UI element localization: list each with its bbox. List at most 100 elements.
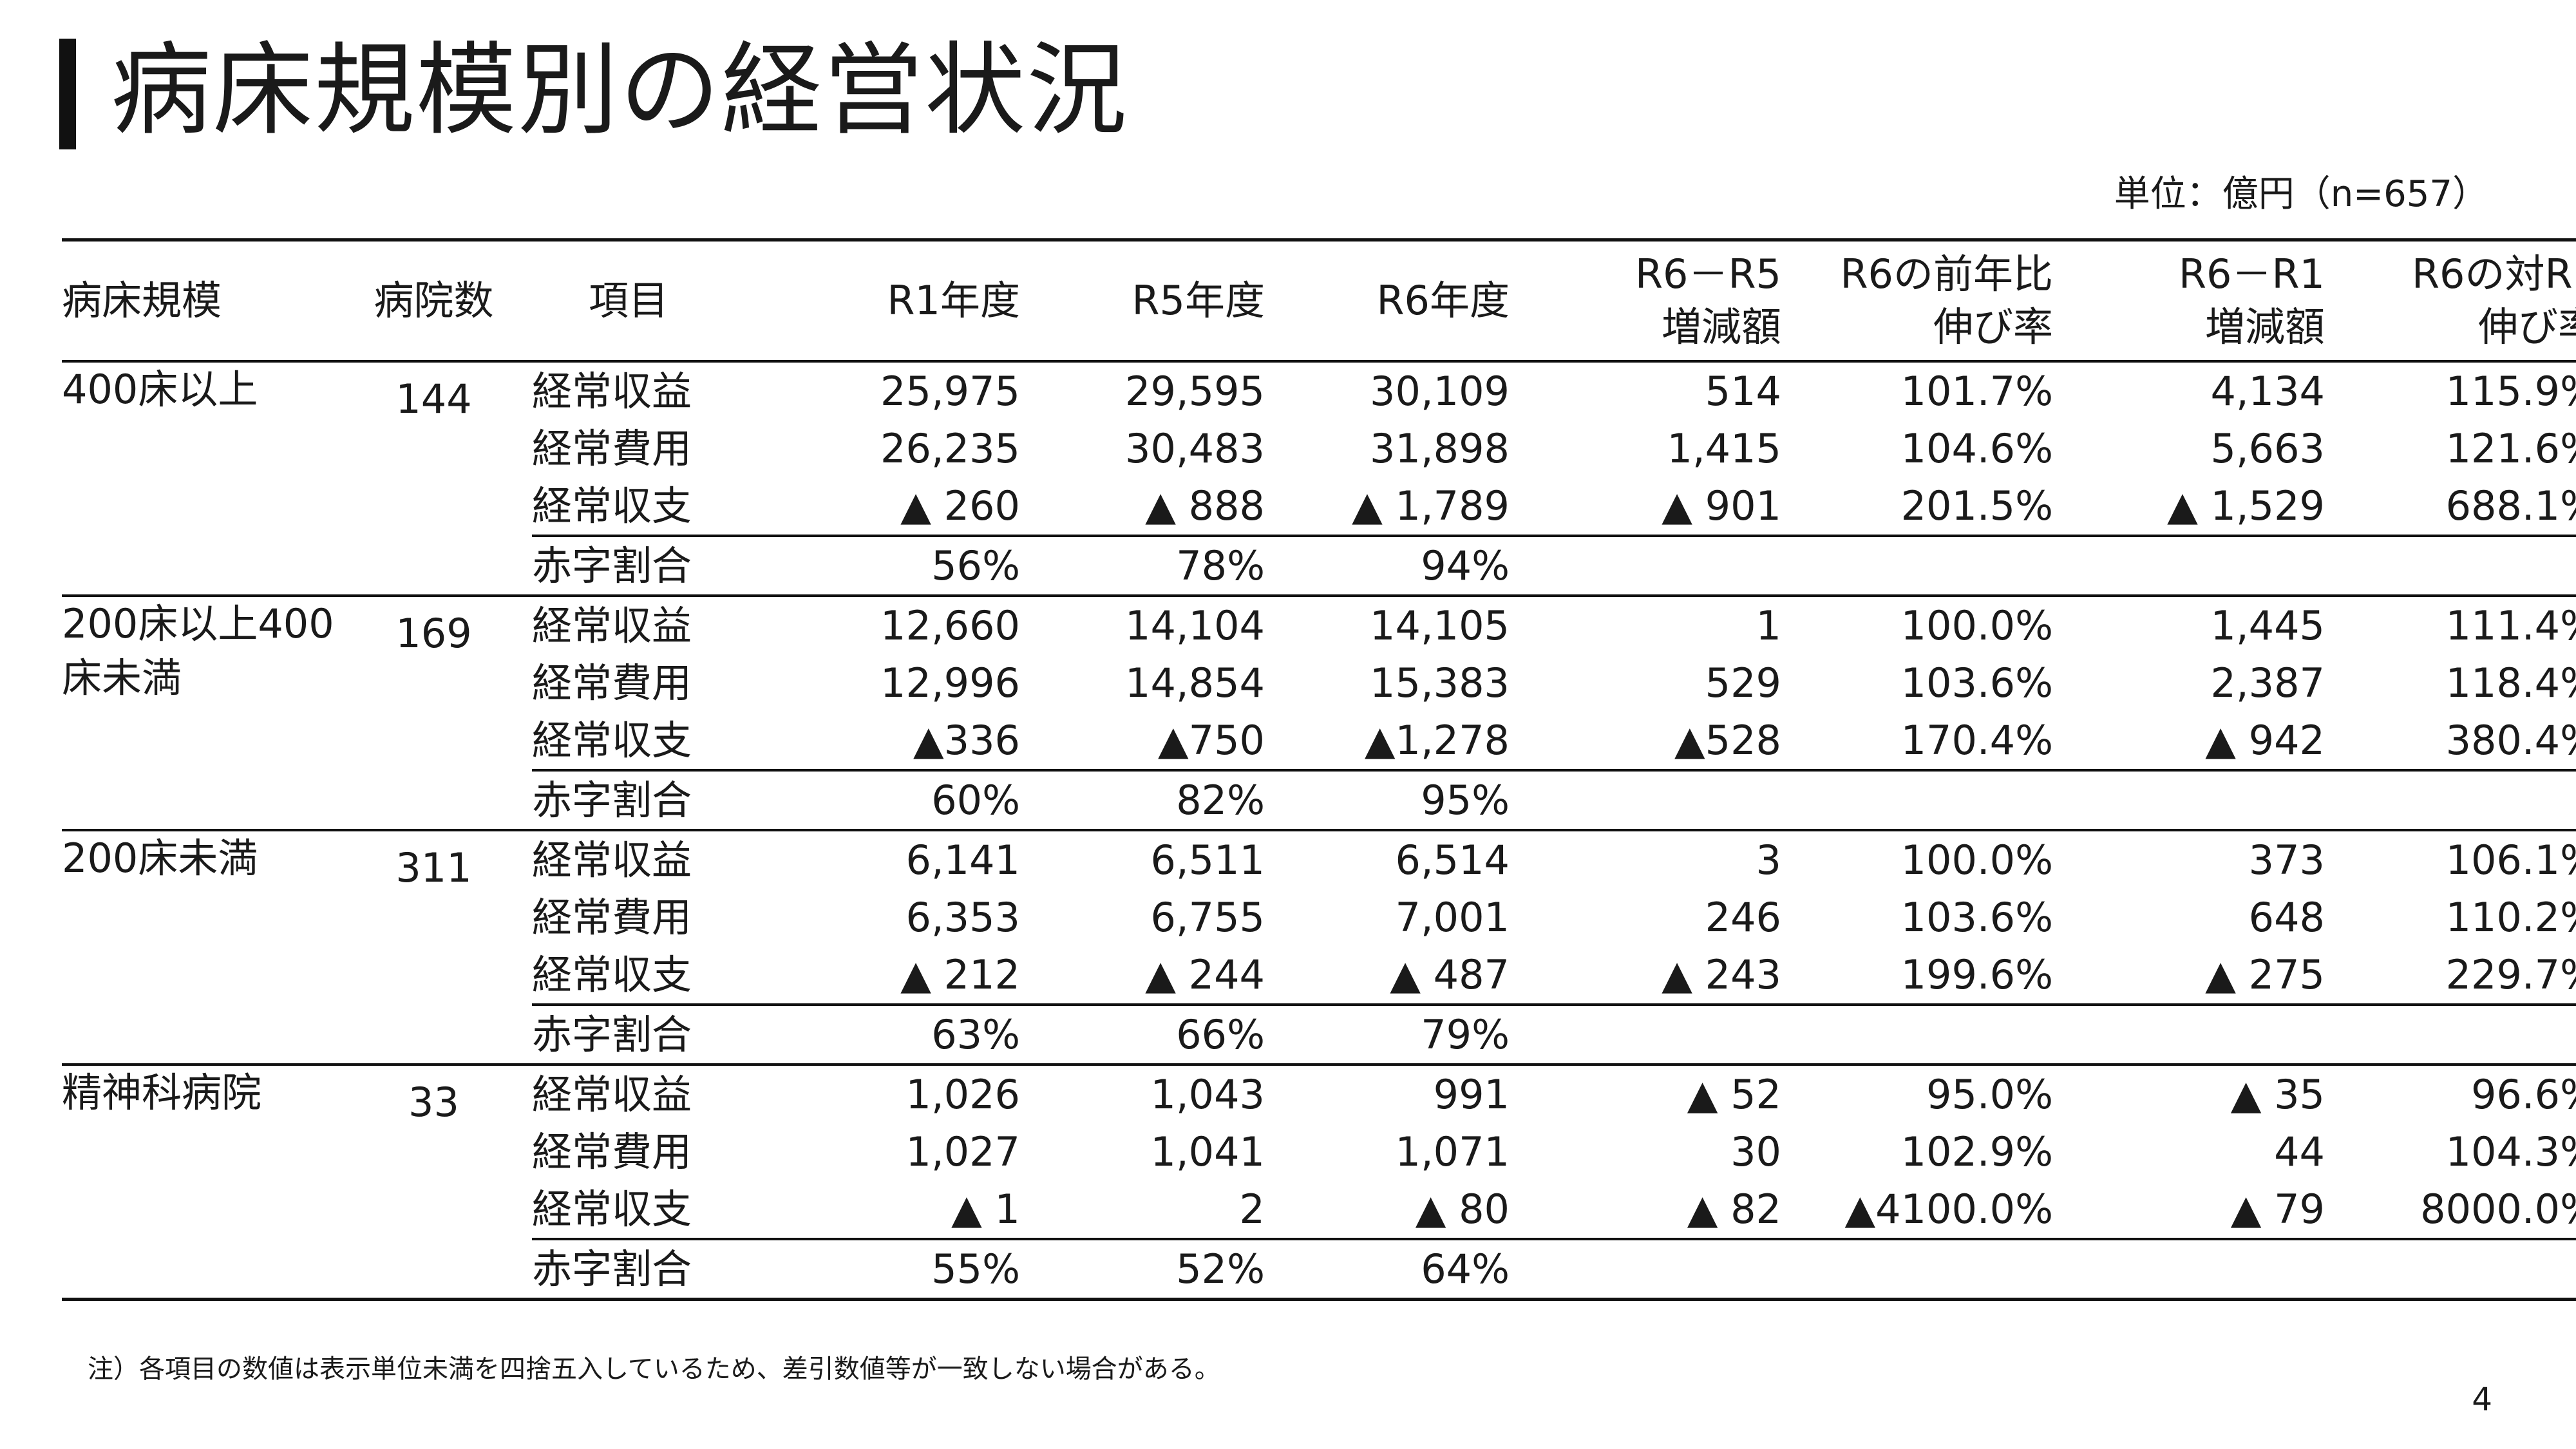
cell-diff-r6-r5: 1,415	[1667, 425, 1782, 472]
cell-diff-r6-r5: 3	[1510, 829, 1781, 889]
cell-diff-r6-r1: 1,445	[2053, 594, 2325, 654]
table-row: 経常費用 6,353 6,755 7,001 246 103.6% 648 110.2%	[62, 889, 2576, 946]
cell-vs-r1-growth: 121.6%	[2445, 425, 2576, 472]
cell-yoy-growth: 103.6%	[1900, 894, 2053, 941]
row-item-label: 赤字割合	[532, 1238, 725, 1300]
cell-yoy-growth: 102.9%	[1900, 1128, 2053, 1175]
cell-diff-r6-r1: 648	[2248, 894, 2325, 941]
cell-diff-r6-r5	[1510, 769, 1781, 830]
bed-scale-name: 200床未満	[62, 829, 336, 1065]
header-diff-r6-r5-line1: R6－R5	[1634, 251, 1781, 298]
header-vs-r1-growth-line1: R6の対R1	[2411, 251, 2576, 298]
cell-r6: 64%	[1265, 1238, 1510, 1300]
header-diff-r6-r1-line1: R6－R1	[2178, 251, 2325, 298]
table-row: 精神科病院 33 経常収益 1,026 1,043 991 ▲ 52 95.0% ▲ 35 96.…	[62, 1063, 2576, 1300]
cell-r6: 991	[1265, 1063, 1510, 1123]
hospital-count: 311	[336, 829, 532, 1065]
table-row: 経常費用 26,235 30,483 31,898 1,415 104.6% 5,663 12…	[62, 420, 2576, 477]
cell-r1: 12,660	[725, 594, 1020, 654]
table-row: 赤字割合 55% 52% 64%	[62, 1238, 2576, 1300]
cell-yoy-growth	[1781, 1238, 2053, 1300]
cell-vs-r1-growth: 115.9%	[2445, 368, 2576, 415]
cell-diff-r6-r5: 1	[1510, 594, 1781, 654]
table-row: 赤字割合 56% 78% 94%	[62, 535, 2576, 596]
cell-r6: 79%	[1265, 1003, 1510, 1065]
cell-r5: 52%	[1020, 1238, 1265, 1300]
row-item-label: 赤字割合	[532, 1003, 725, 1065]
cell-r1: 63%	[725, 1003, 1020, 1065]
cell-diff-r6-r5: 529	[1705, 659, 1781, 706]
cell-yoy-growth: 170.4%	[1900, 717, 2053, 764]
cell-diff-r6-r5	[1510, 535, 1781, 596]
cell-diff-r6-r5: ▲ 82	[1687, 1186, 1781, 1233]
table-row: 経常収支 ▲ 1 2 ▲ 80 ▲ 82 ▲4100.0% ▲ 79 8000.0%	[62, 1180, 2576, 1239]
table-row: 400床以上 144 経常収益 25,975 29,595 30,109 514 101.7%…	[62, 361, 2576, 422]
cell-r1: ▲ 212	[900, 951, 1020, 998]
cell-yoy-growth: 101.7%	[1900, 368, 2053, 415]
cell-diff-r6-r1	[2053, 1003, 2325, 1065]
cell-r1: 6,353	[905, 894, 1021, 941]
cell-diff-r6-r5: ▲ 52	[1510, 1063, 1781, 1123]
cell-yoy-growth	[1781, 535, 2053, 596]
cell-r5: 30,483	[1125, 425, 1265, 472]
cell-r1: ▲ 260	[900, 482, 1020, 529]
cell-diff-r6-r1	[2053, 1238, 2325, 1300]
header-vs-r1-growth: R6の対R1 伸び率	[2325, 240, 2576, 362]
cell-vs-r1-growth	[2325, 535, 2576, 596]
cell-diff-r6-r5: 246	[1705, 894, 1781, 941]
header-yoy-growth-line1: R6の前年比	[1840, 251, 2053, 298]
cell-yoy-growth: ▲4100.0%	[1844, 1186, 2053, 1233]
cell-yoy-growth: 95.0%	[1781, 1063, 2053, 1123]
cell-r5: 2	[1239, 1186, 1265, 1233]
bed-scale-name: 400床以上	[62, 366, 258, 413]
cell-r6: ▲ 1,789	[1352, 482, 1510, 529]
row-item-label: 経常収益	[532, 829, 725, 889]
title-accent-bar	[59, 39, 76, 149]
cell-diff-r6-r1: 373	[2053, 829, 2325, 889]
footnote: 注）各項目の数値は表示単位未満を四捨五入しているため、差引数値等が一致しない場合…	[88, 1354, 1220, 1384]
cell-r6: ▲1,278	[1364, 717, 1510, 764]
cell-diff-r6-r1: 5,663	[2210, 425, 2325, 472]
page-number: 4	[2472, 1381, 2492, 1418]
cell-r5: 82%	[1020, 769, 1265, 830]
cell-r6: ▲ 80	[1415, 1186, 1510, 1233]
cell-vs-r1-growth: 96.6%	[2325, 1063, 2576, 1123]
header-yoy-growth-line2: 伸び率	[1933, 303, 2053, 350]
cell-yoy-growth	[1781, 1003, 2053, 1065]
cell-r1: 55%	[725, 1238, 1020, 1300]
row-item-label: 経常費用	[532, 659, 692, 706]
cell-r5: ▲750	[1157, 717, 1265, 764]
row-item-label: 経常収支	[532, 1186, 692, 1233]
row-item-label: 経常収支	[532, 482, 692, 529]
cell-r5: 14,104	[1020, 594, 1265, 654]
cell-diff-r6-r5	[1510, 1003, 1781, 1065]
table-row: 200床以上400床未満 169 経常収益 12,660 14,104 14,105 1 10…	[62, 594, 2576, 830]
header-diff-r6-r5: R6－R5 増減額	[1510, 240, 1781, 362]
cell-r1: 1,026	[725, 1063, 1020, 1123]
cell-yoy-growth: 104.6%	[1900, 425, 2053, 472]
row-item-label: 経常収支	[532, 717, 692, 764]
cell-vs-r1-growth: 106.1%	[2325, 829, 2576, 889]
table-body: 400床以上 144 経常収益 25,975 29,595 30,109 514 101.7%…	[62, 361, 2576, 1300]
cell-diff-r6-r1	[2053, 769, 2325, 830]
cell-r6: 6,514	[1265, 829, 1510, 889]
cell-diff-r6-r1: ▲ 275	[2205, 951, 2325, 998]
cell-vs-r1-growth: 110.2%	[2445, 894, 2576, 941]
cell-r5: 78%	[1020, 535, 1265, 596]
cell-diff-r6-r1: 2,387	[2210, 659, 2325, 706]
row-item-label: 経常収益	[532, 1063, 725, 1123]
cell-r6: 1,071	[1395, 1128, 1510, 1175]
cell-vs-r1-growth: 118.4%	[2445, 659, 2576, 706]
cell-r5: 6,511	[1020, 829, 1265, 889]
cell-r5: 29,595	[1125, 368, 1265, 415]
cell-diff-r6-r5: ▲ 243	[1662, 951, 1781, 998]
table-row: 経常収支 ▲336 ▲750 ▲1,278 ▲528 170.4% ▲ 942 380.4%	[62, 712, 2576, 770]
table-row: 赤字割合 60% 82% 95%	[62, 769, 2576, 830]
header-count: 病院数	[374, 277, 494, 324]
unit-label: 単位：億円（n=657）	[2114, 173, 2488, 215]
hospital-count: 144	[395, 375, 472, 422]
cell-r5: 14,854	[1125, 659, 1265, 706]
cell-vs-r1-growth: 111.4%	[2325, 594, 2576, 654]
bed-scale-name: 精神科病院	[62, 1063, 336, 1300]
table-row: 経常費用 12,996 14,854 15,383 529 103.6% 2,387 118.…	[62, 654, 2576, 712]
